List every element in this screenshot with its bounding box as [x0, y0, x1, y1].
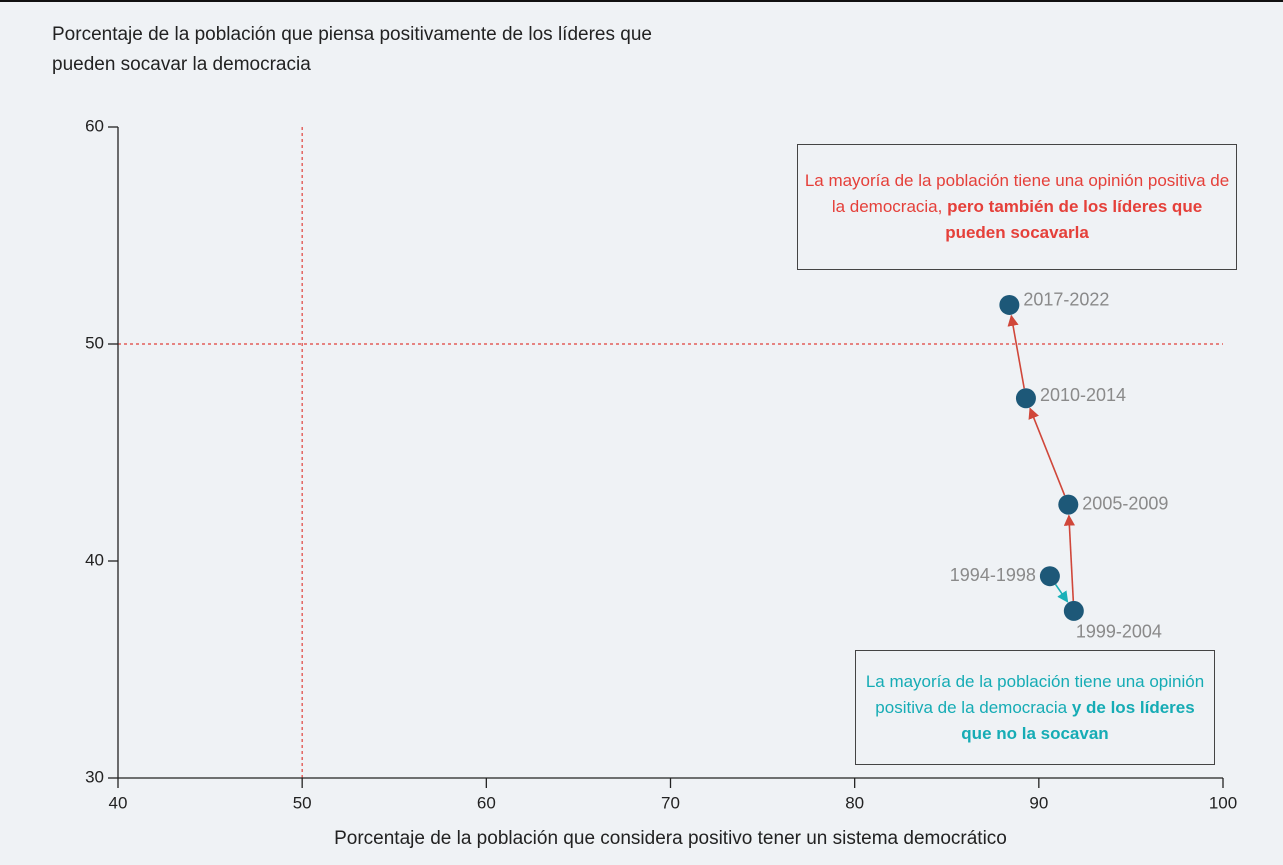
annotation-box: La mayoría de la población tiene una opi…: [855, 650, 1215, 765]
point-label: 2005-2009: [1082, 493, 1168, 513]
point: [1058, 494, 1079, 515]
annotation: La mayoría de la población tiene una opi…: [856, 669, 1214, 747]
annotation-text: La mayoría de la población tiene una opi…: [865, 671, 1205, 717]
x-tick-label: 80: [845, 793, 864, 812]
x-tick-label: 100: [1209, 793, 1237, 812]
trend-arrow: [1063, 514, 1075, 601]
point: [1039, 566, 1060, 587]
trend-arrow: [1007, 314, 1025, 389]
point-label: 1999-2004: [1076, 622, 1162, 642]
annotation: La mayoría de la población tiene una opi…: [798, 168, 1236, 246]
trend-arrow: [1028, 407, 1066, 496]
x-tick-label: 70: [661, 793, 680, 812]
y-tick-label: 50: [85, 333, 104, 352]
annotation-text: La mayoría de la población tiene una opi…: [804, 171, 1230, 216]
point-label: 2017-2022: [1023, 290, 1109, 310]
x-tick-label: 90: [1029, 793, 1048, 812]
y-tick-label: 30: [85, 767, 104, 786]
point: [999, 294, 1020, 315]
annotation-box: La mayoría de la población tiene una opi…: [797, 144, 1237, 270]
point: [1015, 388, 1036, 409]
y-tick-label: 40: [85, 550, 104, 569]
y-axis-title: Porcentaje de la población que piensa po…: [52, 24, 652, 75]
annotation-bold: pero también de los líderes que pueden s…: [945, 197, 1203, 242]
y-tick-label: 60: [85, 116, 104, 135]
point: [1063, 600, 1084, 621]
x-tick-label: 60: [477, 793, 496, 812]
x-tick-label: 40: [109, 793, 128, 812]
point-label: 1994-1998: [950, 565, 1036, 585]
annotation-bold: y de los líderes que no la socavan: [961, 697, 1195, 743]
x-tick-label: 50: [293, 793, 312, 812]
point-label: 2010-2014: [1040, 385, 1126, 405]
x-axis-title: Porcentaje de la población que considera…: [334, 828, 1007, 849]
trend-arrow: [1054, 583, 1069, 603]
